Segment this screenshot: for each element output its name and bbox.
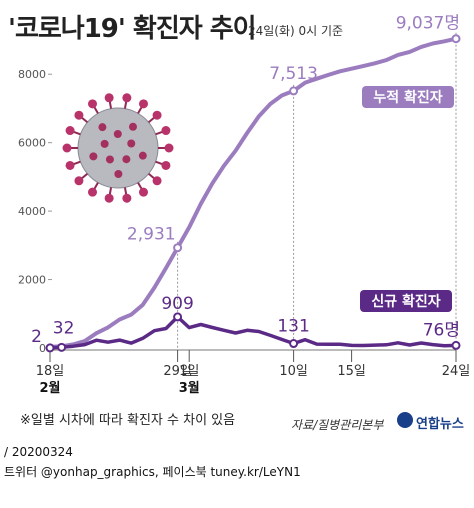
- value-label: 2: [31, 327, 42, 347]
- surface-protein: [127, 139, 136, 148]
- spike-tip: [74, 110, 84, 120]
- data-point: [289, 339, 299, 349]
- series-line-cumulative: [49, 36, 457, 349]
- value-label: 131: [277, 317, 309, 337]
- y-tick-label: 4000: [18, 205, 46, 218]
- footnote: ※일별 시차에 따라 확진자 수 차이 있음: [20, 413, 236, 428]
- value-label: 32: [53, 318, 75, 338]
- spike-tip: [161, 126, 171, 136]
- x-tick-label: 10일: [279, 364, 308, 379]
- data-point: [451, 34, 461, 44]
- spike-tip: [164, 143, 174, 153]
- spike-tip: [65, 160, 75, 170]
- data-point: [289, 86, 299, 96]
- data-point: [451, 340, 461, 350]
- y-tick-label: 2000: [18, 274, 46, 287]
- surface-protein: [138, 151, 147, 160]
- spike-tip: [152, 110, 162, 120]
- surface-protein: [98, 123, 107, 132]
- x-tick-label: 24일: [442, 364, 471, 379]
- series-line-new: [49, 315, 457, 350]
- data-point: [57, 342, 67, 352]
- series-layer: [49, 36, 457, 350]
- x-tick-label: 18일: [36, 364, 65, 379]
- value-label: 2,931: [127, 225, 176, 245]
- data-point: [45, 343, 55, 353]
- surface-protein: [100, 139, 109, 148]
- y-tick-label: 0: [39, 342, 46, 355]
- y-tick-label: 8000: [18, 68, 46, 81]
- surface-protein: [105, 155, 114, 164]
- x-month-label: 2월: [39, 380, 60, 396]
- spike-tip: [88, 187, 97, 197]
- x-tick-label: 29일: [163, 364, 192, 379]
- surface-protein: [122, 155, 131, 164]
- series-tag: [360, 290, 452, 312]
- footer-date: / 20200324: [4, 445, 73, 459]
- value-label: 7,513: [269, 64, 318, 84]
- spike-tip: [104, 93, 114, 103]
- series-tag-label: 신규 확진자: [371, 293, 440, 310]
- spike-tip: [139, 99, 148, 109]
- surface-protein: [89, 152, 98, 161]
- spike-tip: [122, 193, 132, 203]
- spike-tip: [152, 176, 162, 186]
- spike-tip: [104, 193, 114, 203]
- spike-tip: [62, 143, 72, 153]
- surface-protein: [114, 169, 123, 178]
- brand-name: 연합뉴스: [416, 417, 464, 432]
- surface-protein: [113, 130, 122, 139]
- series-tag: [362, 86, 454, 108]
- spike-tip: [161, 160, 171, 170]
- spike-tip: [139, 187, 148, 197]
- spike-tip: [88, 99, 97, 109]
- y-tick-label: 6000: [18, 137, 46, 150]
- footer-social: 트위터 @yonhap_graphics, 페이스북 tuney.kr/LeYN…: [4, 465, 301, 479]
- surface-protein: [128, 122, 137, 131]
- date-stamp: 24일(화) 0시 기준: [248, 24, 344, 38]
- value-label: 76명: [423, 320, 460, 340]
- data-point: [173, 312, 183, 322]
- spike-tip: [122, 93, 132, 103]
- chart-title: '코로나19' 확진자 추이: [8, 14, 257, 44]
- yonhap-logo-icon: [397, 412, 413, 428]
- virus-icon: [62, 93, 174, 203]
- series-tag-label: 누적 확진자: [373, 89, 442, 106]
- source-credit: 자료/질병관리본부: [291, 418, 384, 432]
- data-point: [173, 243, 183, 253]
- x-tick-label: 15일: [337, 364, 366, 379]
- spike-tip: [65, 126, 75, 136]
- value-label: 909: [161, 294, 193, 314]
- value-label: 9,037명: [396, 14, 460, 34]
- x-tick-label: 1일: [179, 364, 199, 379]
- spike-tip: [74, 176, 84, 186]
- x-month-label: 3월: [179, 380, 200, 396]
